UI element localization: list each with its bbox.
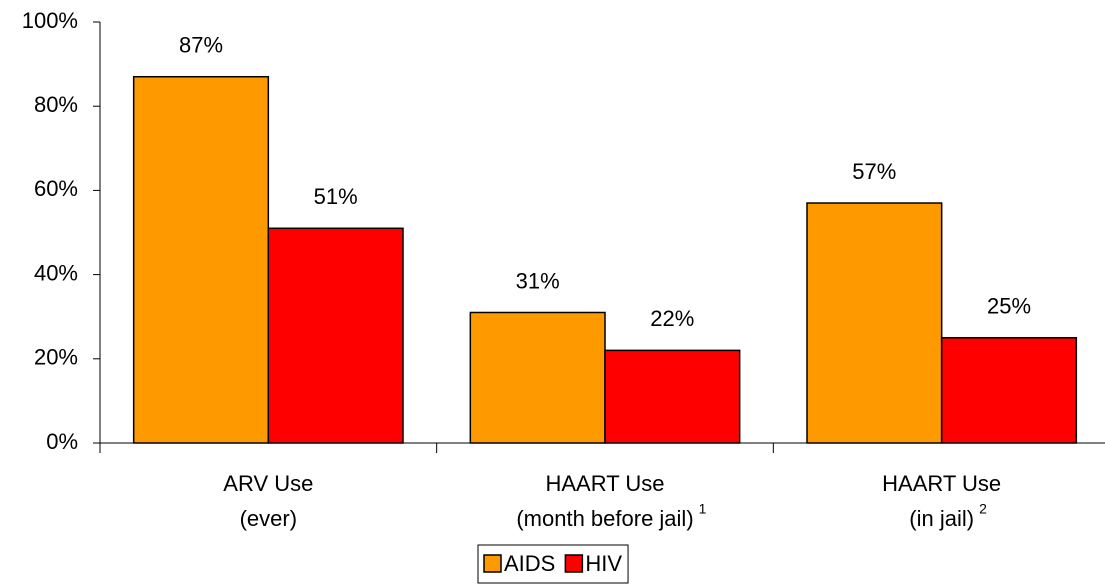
value-label: 57% [852, 159, 896, 184]
x-tick-label: HAART Use [545, 471, 664, 496]
value-label: 31% [516, 268, 560, 293]
legend-label: AIDS [504, 551, 555, 576]
legend-box [477, 544, 629, 584]
bar [267, 227, 404, 444]
x-tick-label: ARV Use [223, 471, 313, 496]
bar [940, 337, 1078, 444]
value-label: 87% [179, 33, 223, 58]
legend-label: HIV [585, 551, 622, 576]
y-tick-label: 80% [34, 92, 78, 117]
value-label: 25% [987, 294, 1031, 319]
bar [806, 202, 943, 444]
x-tick-label: HAART Use [882, 471, 1001, 496]
x-tick-label: (ever) [240, 506, 297, 531]
bar [469, 311, 606, 444]
bar [132, 75, 270, 444]
bar [604, 349, 741, 444]
y-tick-label: 0% [46, 429, 78, 454]
y-tick-label: 40% [34, 260, 78, 285]
y-tick-label: 100% [22, 8, 78, 33]
y-tick-label: 20% [34, 345, 78, 370]
legend-swatch [483, 554, 502, 573]
value-label: 22% [650, 306, 694, 331]
legend-swatch [564, 554, 584, 573]
legend: AIDS HIV [477, 544, 629, 584]
x-tick-label: (month before jail) [516, 506, 693, 531]
value-label: 51% [314, 184, 358, 209]
footnote-mark: 1 [699, 501, 707, 517]
footnote-mark: 2 [979, 501, 987, 517]
x-tick-label: (in jail) [909, 506, 974, 531]
y-tick-label: 60% [34, 176, 78, 201]
